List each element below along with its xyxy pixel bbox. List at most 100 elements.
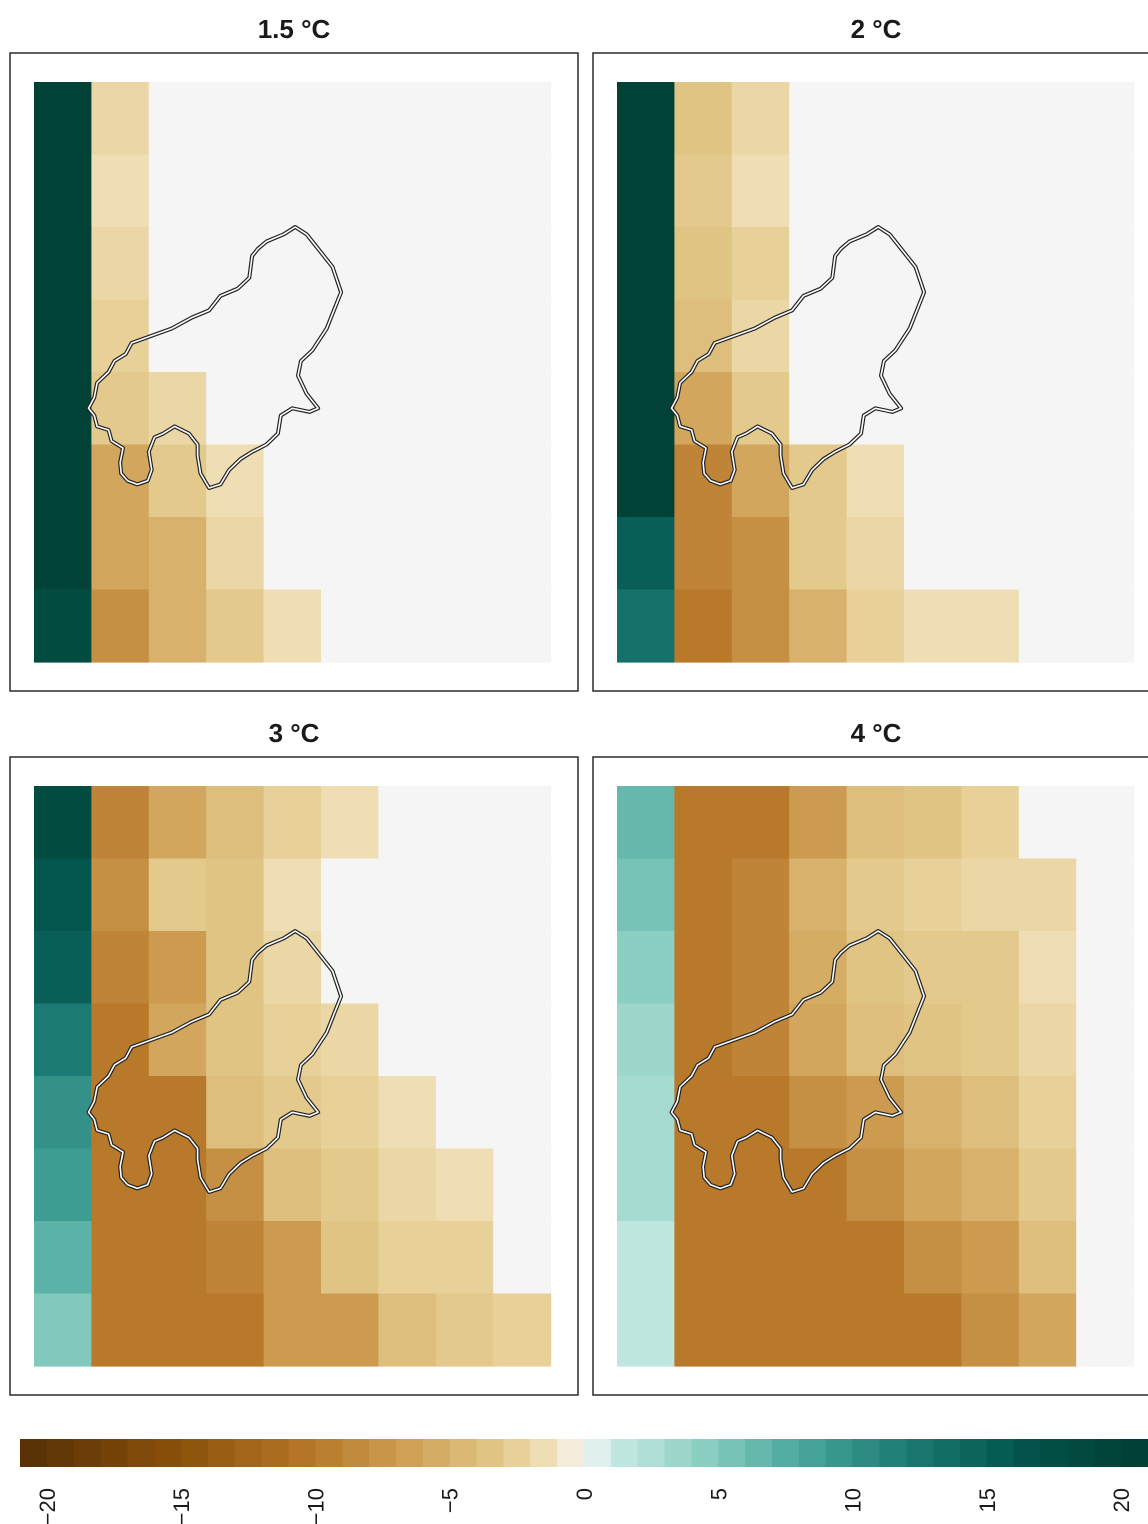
colorbar-segment [234,1439,263,1467]
heatmap-cell [789,517,848,591]
heatmap-cell [789,786,848,860]
heatmap-cell [846,82,905,156]
heatmap-cell [1076,589,1135,663]
colorbar-segment [422,1439,451,1467]
heatmap-cell [378,1148,437,1222]
heatmap-cell [435,299,494,373]
heatmap-cell [91,372,150,446]
colorbar-segment [852,1439,880,1467]
colorbar-segment [100,1439,128,1467]
colorbar-tick-label: −20 [35,1488,60,1524]
heatmap-cell [904,299,962,373]
heatmap-cell [617,517,675,591]
colorbar-segment [879,1439,907,1467]
heatmap-cell [846,858,905,932]
heatmap-cell [904,444,962,518]
heatmap-cell [674,1003,733,1077]
panel-title: 4 °C [851,718,902,748]
heatmap-cell [1076,1221,1135,1295]
heatmap-cell [617,589,675,663]
heatmap-cell [1076,1148,1135,1222]
heatmap-cell [34,1076,92,1150]
heatmap-cell [206,1221,265,1295]
heatmap-cell [617,82,675,156]
heatmap-cell [263,589,322,663]
heatmap-cell [961,154,1020,228]
heatmap-cell [731,931,790,1005]
colorbar-segment [396,1439,424,1467]
heatmap-cell [321,1293,379,1367]
heatmap-cell [148,1293,207,1367]
heatmap-cell [34,227,92,301]
heatmap-cell [1076,931,1135,1005]
heatmap-cell [321,1003,379,1077]
heatmap-cell [904,372,962,446]
heatmap-cell [206,1003,265,1077]
heatmap-cell [263,1148,322,1222]
colorbar-segment [906,1439,934,1467]
heatmap-cell [34,1003,92,1077]
heatmap-cell [378,372,437,446]
heatmap-cell [1018,589,1077,663]
heatmap-cell [961,82,1020,156]
heatmap-cell [1076,858,1135,932]
heatmap-cell [321,589,379,663]
heatmap-cell [321,858,379,932]
heatmap-cell [263,1221,322,1295]
heatmap-cell [789,154,848,228]
heatmap-cell [961,1148,1020,1222]
heatmap-cell [961,786,1020,860]
heatmap-cell [731,1076,790,1150]
heatmap-cell [617,227,675,301]
heatmap-cell [1018,517,1077,591]
heatmap-cell [731,1293,790,1367]
heatmap-cell [846,1003,905,1077]
colorbar-segments [20,1439,1148,1467]
heatmap-cell [263,154,322,228]
heatmap-cell [493,589,552,663]
heatmap-cell [617,372,675,446]
colorbar-tick-label: −15 [169,1488,194,1524]
heatmap-cell [674,154,733,228]
heatmap-cell [493,1003,552,1077]
heatmap-cell [148,372,207,446]
colorbar-ticks: −20 −15 −10 −5 0 5 10 15 20 [35,1488,1134,1524]
heatmap-cell [91,1293,150,1367]
heatmap-cell [321,82,379,156]
heatmap-cell [1018,1076,1077,1150]
heatmap-cell [731,858,790,932]
heatmap-cell [674,1221,733,1295]
heatmap-cell [904,589,962,663]
heatmap-cell [1018,227,1077,301]
heatmap-cell [493,299,552,373]
heatmap-cell [731,786,790,860]
heatmap-cell [34,931,92,1005]
heatmap-cell [904,786,962,860]
heatmap-cell [961,1003,1020,1077]
heatmap-cell [1018,1148,1077,1222]
heatmap-cell [148,858,207,932]
heatmap-cell [846,786,905,860]
heatmap-cell [904,517,962,591]
heatmap-cell [617,1003,675,1077]
heatmap-cell [674,82,733,156]
heatmap-cell [206,372,265,446]
heatmap-cell [435,1293,494,1367]
heatmap-cell [846,589,905,663]
heatmap-cell [1018,299,1077,373]
heatmap-cell [34,517,92,591]
heatmap-cell [378,154,437,228]
colorbar-segment [127,1439,155,1467]
heatmap-cell [961,517,1020,591]
heatmap-cell [731,82,790,156]
colorbar: −20 −15 −10 −5 0 5 10 15 20 [20,1439,1148,1524]
heatmap-cell [493,227,552,301]
heatmap-cell [961,1221,1020,1295]
heatmap-cell [731,227,790,301]
heatmap-cell [493,1221,552,1295]
colorbar-segment [530,1439,558,1467]
heatmap-cell [34,154,92,228]
heatmap-cell [493,444,552,518]
heatmap-cell [1076,82,1135,156]
